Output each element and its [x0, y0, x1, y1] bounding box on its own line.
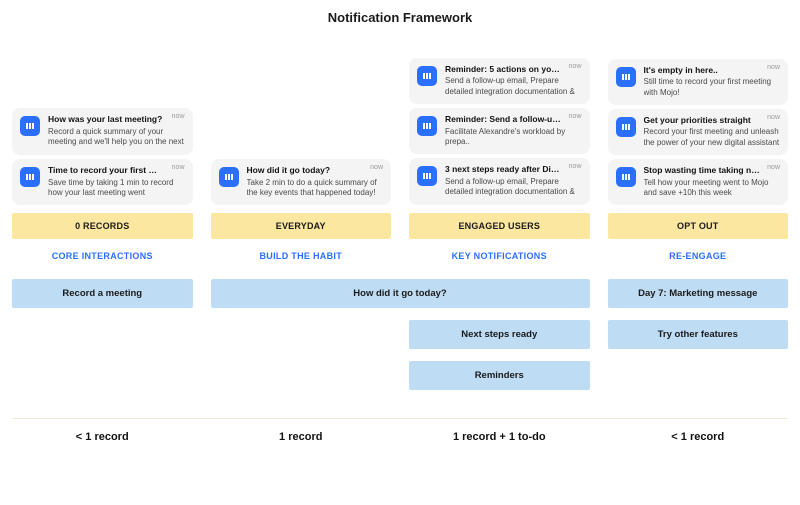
column-opt-out: It's empty in here.. Still time to recor…	[608, 37, 789, 279]
app-icon	[417, 166, 437, 186]
blue-band-record-meeting: Record a meeting	[12, 279, 193, 308]
yellow-band: ENGAGED USERS	[409, 213, 590, 239]
notif-stack: Reminder: 5 actions on your to-do Send a…	[409, 37, 590, 205]
blue-bands-row-1: Record a meeting How did it go today? Da…	[12, 279, 788, 308]
notification-card: How was your last meeting? Record a quic…	[12, 108, 193, 155]
stage-label: RE-ENGAGE	[608, 251, 789, 261]
footer-label: < 1 record	[608, 431, 789, 443]
notif-timestamp: now	[767, 114, 780, 121]
stage-label: KEY NOTIFICATIONS	[409, 251, 590, 261]
notification-card: It's empty in here.. Still time to recor…	[608, 59, 789, 105]
notification-card: Time to record your first meeting! Save …	[12, 159, 193, 205]
notif-text: Send a follow-up email, Prepare detailed…	[445, 76, 582, 97]
notification-framework: Notification Framework How was your last…	[0, 0, 800, 443]
footer-label: 1 record + 1 to-do	[409, 431, 590, 443]
notif-title: Reminder: Send a follow-up email to Alex…	[445, 114, 582, 125]
notif-timestamp: now	[172, 113, 185, 120]
notif-stack: How was your last meeting? Record a quic…	[12, 37, 193, 205]
notif-text: Tell how your meeting went to Mojo and s…	[644, 178, 781, 198]
app-icon	[20, 167, 40, 187]
page-title: Notification Framework	[12, 10, 788, 25]
footer-row: < 1 record 1 record 1 record + 1 to-do <…	[12, 418, 788, 443]
notif-timestamp: now	[569, 63, 582, 70]
notif-stack: How did it go today? Take 2 min to do a …	[211, 37, 392, 205]
app-icon	[219, 167, 239, 187]
notif-text: Record your first meeting and unleash th…	[644, 127, 781, 147]
notif-timestamp: now	[172, 164, 185, 171]
notif-text: Send a follow-up email, Prepare detailed…	[445, 177, 582, 198]
blue-band-try-other: Try other features	[608, 320, 789, 349]
notif-stack: It's empty in here.. Still time to recor…	[608, 37, 789, 205]
footer-label: < 1 record	[12, 431, 193, 443]
yellow-band: OPT OUT	[608, 213, 789, 239]
column-engaged: Reminder: 5 actions on your to-do Send a…	[409, 37, 590, 279]
notification-card: Stop wasting time taking notes Tell how …	[608, 159, 789, 205]
footer-label: 1 record	[211, 431, 392, 443]
blue-band-day7: Day 7: Marketing message	[608, 279, 789, 308]
stage-label: CORE INTERACTIONS	[12, 251, 193, 261]
notif-title: How did it go today?	[247, 165, 384, 176]
notif-timestamp: now	[569, 163, 582, 170]
blue-band-next-steps: Next steps ready	[409, 320, 590, 349]
column-everyday: How did it go today? Take 2 min to do a …	[211, 37, 392, 279]
blue-bands-row-2: Next steps ready Try other features	[12, 320, 788, 349]
notification-card: Reminder: Send a follow-up email to Alex…	[409, 108, 590, 154]
notif-timestamp: now	[767, 164, 780, 171]
app-icon	[20, 116, 40, 136]
notification-card: 3 next steps ready after Discovery call …	[409, 158, 590, 205]
blue-bands-row-3: Reminders	[12, 361, 788, 390]
notification-card: Get your priorities straight Record your…	[608, 109, 789, 155]
notif-timestamp: now	[767, 64, 780, 71]
notif-text: Take 2 min to do a quick summary of the …	[247, 178, 384, 198]
app-icon	[616, 67, 636, 87]
notif-text: Facilitate Alexandre's workload by prepa…	[445, 127, 582, 147]
notification-card: How did it go today? Take 2 min to do a …	[211, 159, 392, 205]
app-icon	[417, 66, 437, 86]
notif-title: Get your priorities straight	[644, 115, 781, 126]
notif-title: 3 next steps ready after Discovery call …	[445, 164, 582, 175]
columns-grid: How was your last meeting? Record a quic…	[12, 37, 788, 279]
app-icon	[616, 167, 636, 187]
notif-title: How was your last meeting?	[48, 114, 185, 125]
app-icon	[616, 117, 636, 137]
blue-band-reminders: Reminders	[409, 361, 590, 390]
notif-title: It's empty in here..	[644, 65, 781, 76]
notif-timestamp: now	[370, 164, 383, 171]
blue-band-how-did-it-go: How did it go today?	[211, 279, 590, 308]
yellow-band: 0 RECORDS	[12, 213, 193, 239]
notif-text: Save time by taking 1 min to record how …	[48, 178, 185, 198]
stage-label: BUILD THE HABIT	[211, 251, 392, 261]
notif-title: Stop wasting time taking notes	[644, 165, 781, 176]
notif-text: Record a quick summary of your meeting a…	[48, 127, 185, 148]
column-0-records: How was your last meeting? Record a quic…	[12, 37, 193, 279]
yellow-band: EVERYDAY	[211, 213, 392, 239]
app-icon	[417, 116, 437, 136]
notif-text: Still time to record your first meeting …	[644, 77, 781, 97]
notif-title: Reminder: 5 actions on your to-do	[445, 64, 582, 75]
notif-title: Time to record your first meeting!	[48, 165, 185, 176]
notif-timestamp: now	[569, 113, 582, 120]
notification-card: Reminder: 5 actions on your to-do Send a…	[409, 58, 590, 105]
